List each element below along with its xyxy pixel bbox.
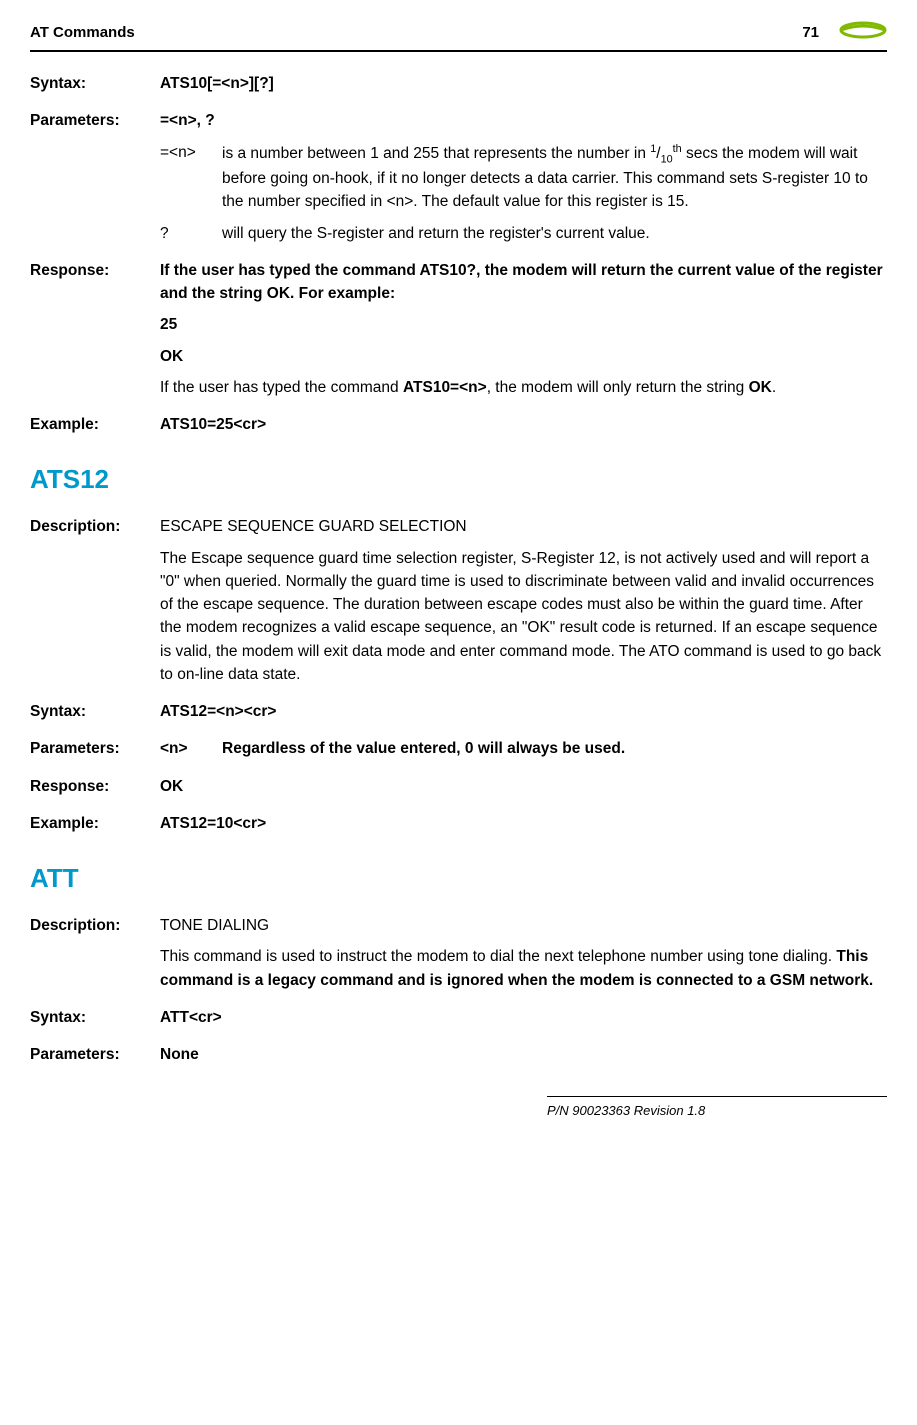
response-text-plain: If the user has typed the command [160,379,403,396]
fraction-th: th [673,143,682,155]
example-value: ATS12=10<cr> [160,812,887,835]
param-key: =<n> [160,141,210,214]
description-body-plain: This command is used to instruct the mod… [160,948,836,965]
param-text-pre: is a number between 1 and 255 that repre… [222,145,650,162]
syntax-value: ATT<cr> [160,1006,887,1029]
att-parameters-row: Parameters: None [30,1043,887,1066]
response-example-25: 25 [160,313,887,336]
syntax-label: Syntax: [30,72,160,95]
response-text-plain: , the modem will only return the string [487,379,749,396]
description-body: This command is used to instruct the mod… [160,945,887,992]
parameters-label: Parameters: [30,109,160,245]
description-title: TONE DIALING [160,914,887,937]
response-label: Response: [30,775,160,798]
att-heading: ATT [30,863,887,894]
syntax-label: Syntax: [30,700,160,723]
parameters-value: =<n>, ? [160,109,887,132]
ats12-example-row: Example: ATS12=10<cr> [30,812,887,835]
param-key: ? [160,222,210,245]
example-value: ATS10=25<cr> [160,413,887,436]
description-title: ESCAPE SEQUENCE GUARD SELECTION [160,515,887,538]
syntax-label: Syntax: [30,1006,160,1029]
att-syntax-row: Syntax: ATT<cr> [30,1006,887,1029]
description-label: Description: [30,515,160,686]
param-desc: is a number between 1 and 255 that repre… [222,141,887,214]
fraction-denom: 10 [661,153,673,165]
param-key: <n> [160,737,210,760]
ats10-parameters-row: Parameters: =<n>, ? =<n> is a number bet… [30,109,887,245]
ats10-response-row: Response: If the user has typed the comm… [30,259,887,399]
response-value: OK [160,775,887,798]
ats10-syntax-row: Syntax: ATS10[=<n>][?] [30,72,887,95]
parameters-label: Parameters: [30,1043,160,1066]
response-text-bold: OK [749,379,772,396]
response-text-bold: ATS10=<n> [403,379,487,396]
description-body: The Escape sequence guard time selection… [160,547,887,687]
att-description-row: Description: TONE DIALING This command i… [30,914,887,992]
param-desc: will query the S-register and return the… [222,222,887,245]
ats12-description-row: Description: ESCAPE SEQUENCE GUARD SELEC… [30,515,887,686]
header-left: AT Commands [30,24,135,41]
page-number: 71 [802,24,819,41]
parameters-label: Parameters: [30,737,160,760]
ats12-response-row: Response: OK [30,775,887,798]
response-label: Response: [30,259,160,399]
footer-text: P/N 90023363 Revision 1.8 [547,1096,887,1118]
page-header: AT Commands 71 [30,20,887,44]
ats10-example-row: Example: ATS10=25<cr> [30,413,887,436]
response-text: If the user has typed the command ATS10?… [160,259,887,306]
ats12-heading: ATS12 [30,464,887,495]
ats12-syntax-row: Syntax: ATS12=<n><cr> [30,700,887,723]
ats12-parameters-row: Parameters: <n> Regardless of the value … [30,737,887,760]
param-eq-n-row: =<n> is a number between 1 and 255 that … [160,141,887,214]
param-desc: Regardless of the value entered, 0 will … [222,737,887,760]
example-label: Example: [30,812,160,835]
response-text-plain: . [772,379,776,396]
parameters-value: None [160,1043,887,1066]
page-footer: P/N 90023363 Revision 1.8 [30,1096,887,1118]
response-example-ok: OK [160,345,887,368]
response-secondary: If the user has typed the command ATS10=… [160,376,887,399]
syntax-value: ATS10[=<n>][?] [160,72,887,95]
example-label: Example: [30,413,160,436]
header-divider [30,50,887,52]
description-label: Description: [30,914,160,992]
param-q-row: ? will query the S-register and return t… [160,222,887,245]
swoosh-logo-icon [839,20,887,44]
syntax-value: ATS12=<n><cr> [160,700,887,723]
